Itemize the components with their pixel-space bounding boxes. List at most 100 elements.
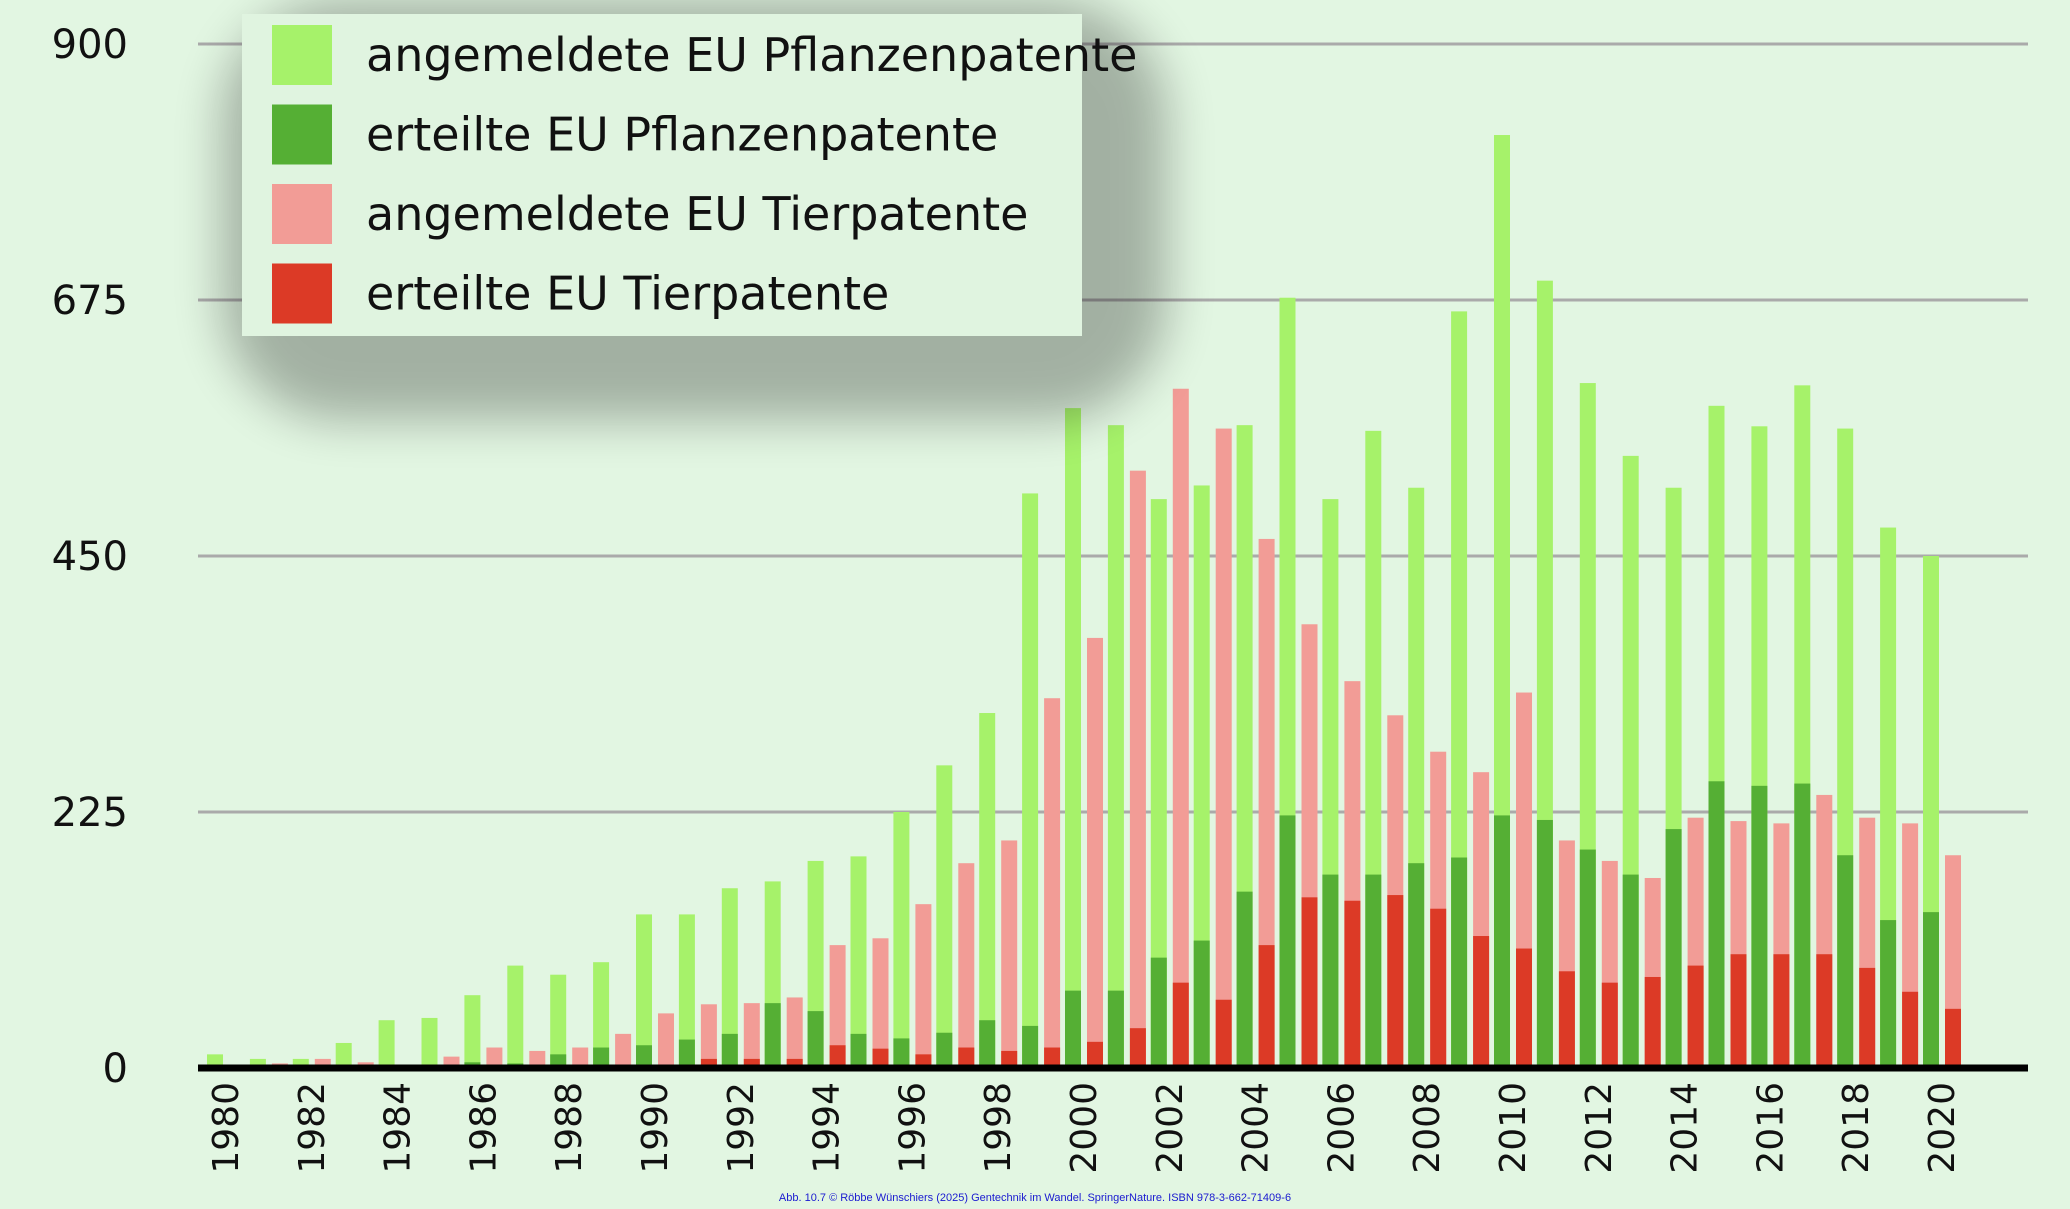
bar-angemeldete-eu-tierpatente-1995 — [872, 938, 889, 1068]
bar-angemeldete-eu-tierpatente-2000 — [1087, 637, 1103, 1068]
bar-erteilte-eu-tierpatente-2011 — [1558, 971, 1575, 1068]
x-tick-label: 1980 — [206, 1082, 247, 1174]
bar-angemeldete-eu-tierpatente-2004 — [1258, 538, 1275, 1068]
bar-erteilte-eu-tierpatente-2009 — [1473, 936, 1490, 1068]
bar-erteilte-eu-pflanzenpatente-2015 — [1708, 781, 1725, 1068]
bar-angemeldete-eu-tierpatente-1989 — [615, 1033, 632, 1068]
y-tick-label: 225 — [52, 790, 128, 836]
bar-erteilte-eu-tierpatente-2020 — [1945, 1008, 1961, 1068]
y-axis-labels: 0 225 450 675 900 — [52, 22, 128, 1092]
bar-angemeldete-eu-pflanzenpatente-1986 — [464, 995, 481, 1068]
bar-angemeldete-eu-tierpatente-1992 — [743, 1003, 760, 1068]
bar-erteilte-eu-tierpatente-2005 — [1301, 897, 1318, 1068]
bar-erteilte-eu-tierpatente-1992 — [743, 1058, 760, 1068]
x-tick-label: 2014 — [1665, 1082, 1706, 1174]
bar-erteilte-eu-tierpatente-2002 — [1172, 982, 1189, 1068]
bar-angemeldete-eu-tierpatente-1991 — [700, 1004, 717, 1068]
x-tick-label: 1998 — [978, 1082, 1019, 1174]
bar-angemeldete-eu-tierpatente-2003 — [1215, 428, 1232, 1069]
legend-label-angemeldete-eu-pflanzenpatente: angemeldete EU Pflanzenpatente — [366, 28, 1137, 82]
bar-erteilte-eu-tierpatente-2012 — [1601, 982, 1618, 1068]
bar-erteilte-eu-tierpatente-2010 — [1516, 948, 1532, 1068]
credit-line: Abb. 10.7 © Röbbe Wünschiers (2025) Gent… — [779, 1192, 1291, 1204]
bar-erteilte-eu-pflanzenpatente-2005 — [1279, 815, 1296, 1068]
bar-erteilte-eu-tierpatente-2013 — [1644, 976, 1661, 1068]
bar-erteilte-eu-pflanzenpatente-2007 — [1365, 874, 1382, 1068]
bar-erteilte-eu-tierpatente-2003 — [1215, 999, 1232, 1068]
bar-angemeldete-eu-pflanzenpatente-1998 — [979, 713, 996, 1068]
bar-angemeldete-eu-pflanzenpatente-1989 — [593, 962, 610, 1068]
bar-erteilte-eu-pflanzenpatente-1991 — [678, 1039, 695, 1068]
bar-erteilte-eu-pflanzenpatente-2012 — [1579, 849, 1596, 1068]
bar-angemeldete-eu-tierpatente-2002 — [1172, 388, 1189, 1068]
bar-angemeldete-eu-pflanzenpatente-1982 — [292, 1058, 309, 1068]
bar-angemeldete-eu-pflanzenpatente-1996 — [893, 812, 910, 1068]
bar-erteilte-eu-pflanzenpatente-1993 — [764, 1003, 781, 1068]
bar-angemeldete-eu-pflanzenpatente-1983 — [335, 1042, 352, 1068]
bar-erteilte-eu-tierpatente-2006 — [1344, 900, 1361, 1068]
bar-angemeldete-eu-tierpatente-1988 — [572, 1047, 589, 1068]
bar-angemeldete-eu-tierpatente-1996 — [915, 904, 932, 1068]
bar-erteilte-eu-pflanzenpatente-2004 — [1236, 891, 1253, 1068]
bar-angemeldete-eu-pflanzenpatente-1990 — [636, 914, 652, 1068]
x-tick-label: 2010 — [1493, 1082, 1534, 1174]
y-tick-label: 675 — [52, 278, 128, 324]
legend-swatch-angemeldete-eu-pflanzenpatente — [272, 25, 332, 85]
bar-erteilte-eu-pflanzenpatente-2017 — [1794, 783, 1811, 1068]
bar-angemeldete-eu-pflanzenpatente-1988 — [550, 974, 567, 1068]
bar-angemeldete-eu-pflanzenpatente-1981 — [249, 1058, 266, 1068]
bar-angemeldete-eu-tierpatente-1994 — [829, 945, 846, 1068]
bars — [207, 135, 1961, 1069]
x-tick-label: 1988 — [549, 1082, 590, 1174]
bar-angemeldete-eu-tierpatente-1986 — [486, 1047, 503, 1068]
bar-erteilte-eu-pflanzenpatente-2019 — [1880, 920, 1897, 1068]
x-axis-labels: 1980 1982 1984 1986 1988 1990 1992 1994 1996 1998… — [206, 1082, 1963, 1174]
bar-erteilte-eu-tierpatente-1994 — [829, 1045, 846, 1068]
bar-erteilte-eu-pflanzenpatente-1998 — [979, 1020, 996, 1068]
legend-swatch-erteilte-eu-pflanzenpatente — [272, 104, 332, 165]
legend-box — [242, 14, 1082, 336]
bar-erteilte-eu-pflanzenpatente-2014 — [1665, 829, 1682, 1068]
bar-angemeldete-eu-pflanzenpatente-2003 — [1193, 485, 1210, 1068]
bar-erteilte-eu-pflanzenpatente-2003 — [1193, 940, 1210, 1068]
bar-angemeldete-eu-pflanzenpatente-2001 — [1107, 425, 1124, 1069]
bar-angemeldete-eu-tierpatente-1999 — [1044, 698, 1061, 1068]
x-tick-label: 2012 — [1579, 1082, 1620, 1174]
bar-erteilte-eu-tierpatente-2008 — [1430, 908, 1447, 1068]
bar-angemeldete-eu-tierpatente-1990 — [658, 1013, 674, 1068]
x-tick-label: 2000 — [1064, 1082, 1105, 1174]
x-tick-label: 1994 — [807, 1082, 848, 1174]
bar-erteilte-eu-pflanzenpatente-2006 — [1322, 874, 1339, 1068]
bar-erteilte-eu-tierpatente-2018 — [1859, 967, 1876, 1068]
bar-erteilte-eu-tierpatente-1997 — [958, 1047, 975, 1068]
bar-erteilte-eu-pflanzenpatente-1994 — [807, 1011, 824, 1068]
bar-erteilte-eu-pflanzenpatente-1990 — [636, 1045, 652, 1068]
bar-erteilte-eu-pflanzenpatente-2002 — [1150, 957, 1167, 1068]
legend-label-angemeldete-eu-tierpatente: angemeldete EU Tierpatente — [366, 187, 1028, 241]
bar-erteilte-eu-pflanzenpatente-2018 — [1837, 855, 1854, 1068]
x-tick-label: 1992 — [721, 1082, 762, 1174]
bar-angemeldete-eu-tierpatente-1982 — [314, 1058, 331, 1068]
bar-erteilte-eu-pflanzenpatente-1995 — [850, 1033, 867, 1068]
bar-erteilte-eu-tierpatente-2014 — [1687, 965, 1704, 1068]
bar-angemeldete-eu-pflanzenpatente-1987 — [507, 965, 524, 1068]
bar-erteilte-eu-pflanzenpatente-2020 — [1923, 912, 1939, 1068]
x-tick-label: 1984 — [378, 1082, 419, 1174]
bar-angemeldete-eu-pflanzenpatente-1999 — [1022, 493, 1039, 1068]
bar-erteilte-eu-pflanzenpatente-2009 — [1451, 857, 1468, 1068]
bar-erteilte-eu-tierpatente-1991 — [700, 1058, 717, 1068]
bar-erteilte-eu-tierpatente-2015 — [1730, 954, 1747, 1068]
x-tick-label: 2020 — [1922, 1082, 1963, 1174]
x-tick-label: 2004 — [1236, 1082, 1277, 1174]
bar-erteilte-eu-pflanzenpatente-2010 — [1494, 815, 1510, 1068]
x-tick-label: 2006 — [1321, 1082, 1362, 1174]
bar-erteilte-eu-tierpatente-2000 — [1087, 1041, 1103, 1068]
bar-erteilte-eu-pflanzenpatente-2011 — [1536, 819, 1553, 1068]
legend-swatch-angemeldete-eu-tierpatente — [272, 184, 332, 244]
x-tick-label: 1990 — [635, 1082, 676, 1174]
bar-erteilte-eu-tierpatente-2004 — [1258, 945, 1275, 1068]
bar-angemeldete-eu-pflanzenpatente-2000 — [1065, 408, 1081, 1069]
bar-angemeldete-eu-tierpatente-1993 — [786, 997, 803, 1068]
bar-erteilte-eu-tierpatente-1998 — [1001, 1050, 1018, 1068]
bar-erteilte-eu-tierpatente-1995 — [872, 1048, 889, 1068]
